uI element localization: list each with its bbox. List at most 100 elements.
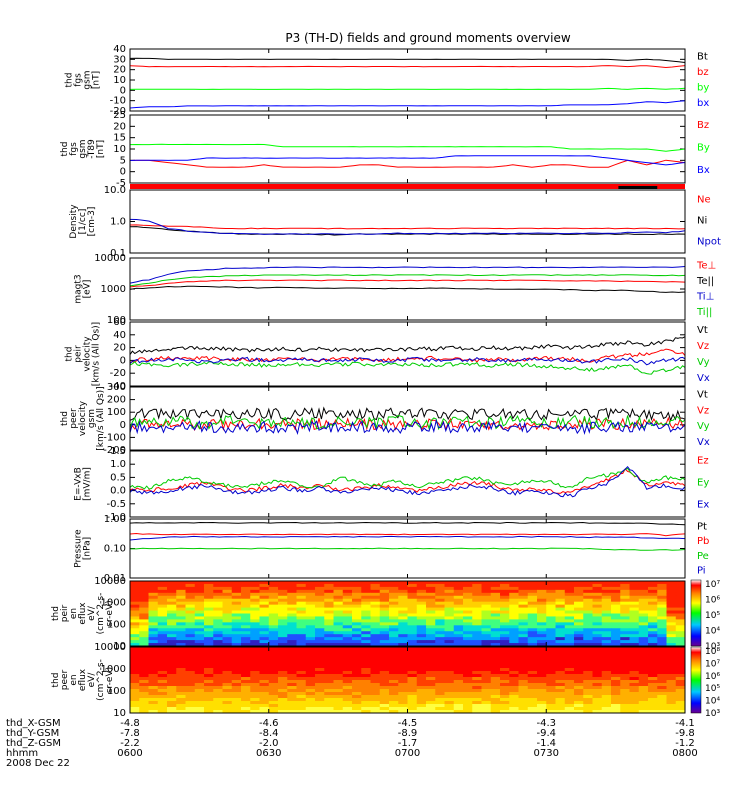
spectrogram-cell [583,628,593,632]
spectrogram-cell [666,601,677,606]
spectrogram-cell [509,589,519,594]
spectrogram-cell [472,677,482,681]
spectrogram-cell [472,662,482,666]
spectrogram-cell [361,637,371,641]
legend-entry: bx [697,98,709,109]
spectrogram-cell [518,674,529,678]
spectrogram-cell [518,656,529,660]
spectrogram-cell [398,710,408,714]
spectrogram-cell [666,707,677,711]
panel-ylabel: [mV/m] [83,467,93,501]
spectrogram-cell [463,665,473,669]
spectrogram-cell [130,604,140,609]
spectrogram-cell [527,595,538,600]
spectrogram-cell [398,604,408,609]
spectrogram-cell [620,583,630,588]
spectrogram-cell [342,710,353,714]
spectrogram-cell [620,586,630,591]
legend-entry: By [697,142,710,153]
spectrogram-cell [148,647,159,651]
spectrogram-cell [139,677,149,681]
spectrogram-cell [389,668,399,672]
spectrogram-cell [296,604,307,609]
spectrogram-cell [185,677,196,681]
spectrogram-cell [527,592,538,597]
spectrogram-cell [398,656,408,660]
spectrogram-cell [574,581,584,585]
spectrogram-cell [130,674,140,678]
spectrogram-cell [555,601,566,606]
spectrogram-cell [564,695,575,699]
spectrogram-cell [324,583,334,588]
spectrogram-cell [352,689,362,693]
legend-entry: Vy [697,421,710,432]
spectrogram-cell [379,583,390,588]
spectrogram-cell [592,704,603,708]
legend-entry: Vz [697,405,709,416]
spectrogram-cell [379,647,390,651]
spectrogram-cell [148,650,159,654]
spectrogram-cell [490,628,501,632]
spectrogram-cell [638,601,649,606]
spectrogram-cell [241,634,251,638]
spectrogram-cell [564,583,575,588]
spectrogram-cell [648,695,658,699]
axis-row-label: thd_Z-GSM [6,738,61,749]
spectrogram-cell [620,604,630,609]
spectrogram-cell [352,581,362,585]
spectrogram-cell [250,668,260,672]
spectrogram-cell [620,601,630,606]
spectrogram-cell [638,628,649,632]
spectrogram-cell [389,659,399,663]
spectrogram-cell [453,686,464,690]
spectrogram-cell [296,698,307,702]
spectrogram-cell [592,628,603,632]
spectrogram-cell [167,659,177,663]
spectrogram-cell [130,689,140,693]
spectrogram-cell [555,671,566,675]
spectrogram-cell [185,592,196,597]
spectrogram-cell [148,589,159,594]
spectrogram-cell [241,686,251,690]
spectrogram-cell [176,581,186,585]
spectrogram-cell [481,656,492,660]
spectrogram-cell [379,643,390,647]
spectrogram-cell [564,692,575,696]
spectrogram-cell [638,668,649,672]
spectrogram-cell [583,592,593,597]
spectrogram-cell [139,604,149,609]
spectrogram-cell [204,592,214,597]
spectrogram-cell [176,656,186,660]
spectrogram-cell [204,647,214,651]
spectrogram-cell [185,622,196,626]
spectrogram-cell [194,662,205,666]
spectrogram-cell [564,595,575,600]
spectrogram-cell [194,701,205,705]
spectrogram-cell [213,698,223,702]
spectrogram-cell [407,695,418,699]
spectrogram-cell [259,689,270,693]
spectrogram-cell [231,634,242,638]
spectrogram-cell [130,616,140,620]
spectrogram-cell [250,647,260,651]
spectrogram-cell [333,640,344,644]
spectrogram-cell [287,601,297,606]
spectrogram-cell [296,674,307,678]
spectrogram-cell [194,692,205,696]
spectrogram-cell [426,640,436,644]
spectrogram-cell [675,613,686,617]
spectrogram-cell [472,707,482,711]
spectrogram-cell [500,686,510,690]
spectrogram-cell [583,643,593,647]
spectrogram-cell [648,707,658,711]
spectrogram-cell [352,628,362,632]
spectrogram-cell [675,643,686,647]
spectrogram-cell [305,677,316,681]
spectrogram-cell [601,628,612,632]
y-tick-label: -0.5 [106,499,126,510]
spectrogram-cell [241,668,251,672]
spectrogram-cell [222,592,233,597]
spectrogram-cell [620,628,630,632]
spectrogram-cell [463,710,473,714]
spectrogram-cell [389,674,399,678]
